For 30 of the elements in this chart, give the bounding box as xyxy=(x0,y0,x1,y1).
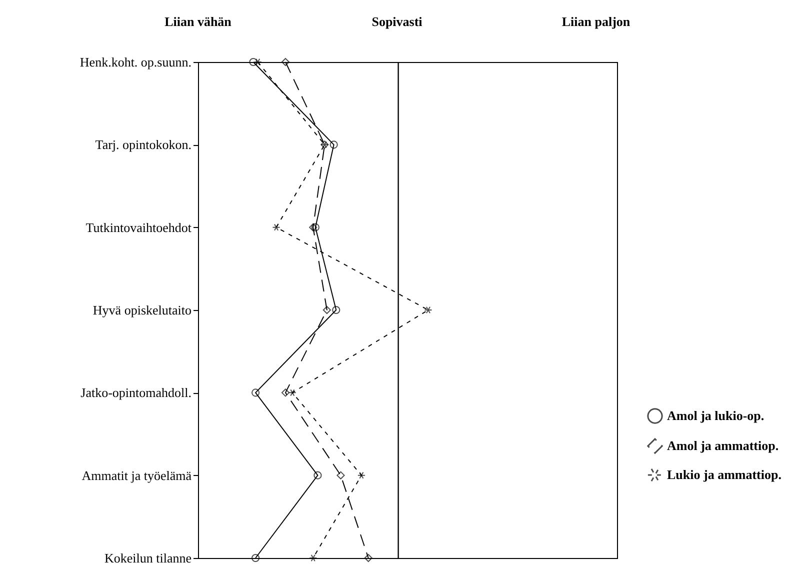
point xyxy=(424,306,432,314)
point xyxy=(311,223,320,232)
legend-label: Lukio ja ammattiop. xyxy=(667,467,782,482)
point xyxy=(336,471,345,480)
legend-label: Amol ja ammattiop. xyxy=(667,438,779,453)
point xyxy=(281,58,290,66)
y-tick-label: Jatko-opintomahdoll. xyxy=(80,385,192,400)
point xyxy=(357,472,366,479)
y-tick-label: Henk.koht. op.suunn. xyxy=(80,54,192,70)
point xyxy=(332,306,340,314)
point xyxy=(272,224,280,231)
point xyxy=(330,140,338,149)
point xyxy=(314,471,322,480)
point xyxy=(252,554,260,562)
text: Liian vähän xyxy=(164,14,232,29)
point xyxy=(281,388,290,397)
y-tick-label: Kokeilun tilanne xyxy=(104,550,192,566)
point xyxy=(309,554,318,562)
y-tick-label: Hyvä opiskelutaito xyxy=(92,302,192,318)
legend-label: Amol ja lukio-op. xyxy=(667,408,764,423)
point xyxy=(288,389,296,396)
point xyxy=(322,306,331,314)
point xyxy=(252,388,260,397)
point xyxy=(309,223,318,232)
y-tick-label: Tarj. opintokokon. xyxy=(95,137,192,152)
y-tick-label: Tutkintovaihtoehdot xyxy=(86,220,192,235)
y-tick-label: Ammatit ja työelämä xyxy=(82,468,192,483)
point xyxy=(364,554,372,562)
text: Sopivasti xyxy=(372,14,423,29)
text: Liian paljon xyxy=(562,14,631,29)
